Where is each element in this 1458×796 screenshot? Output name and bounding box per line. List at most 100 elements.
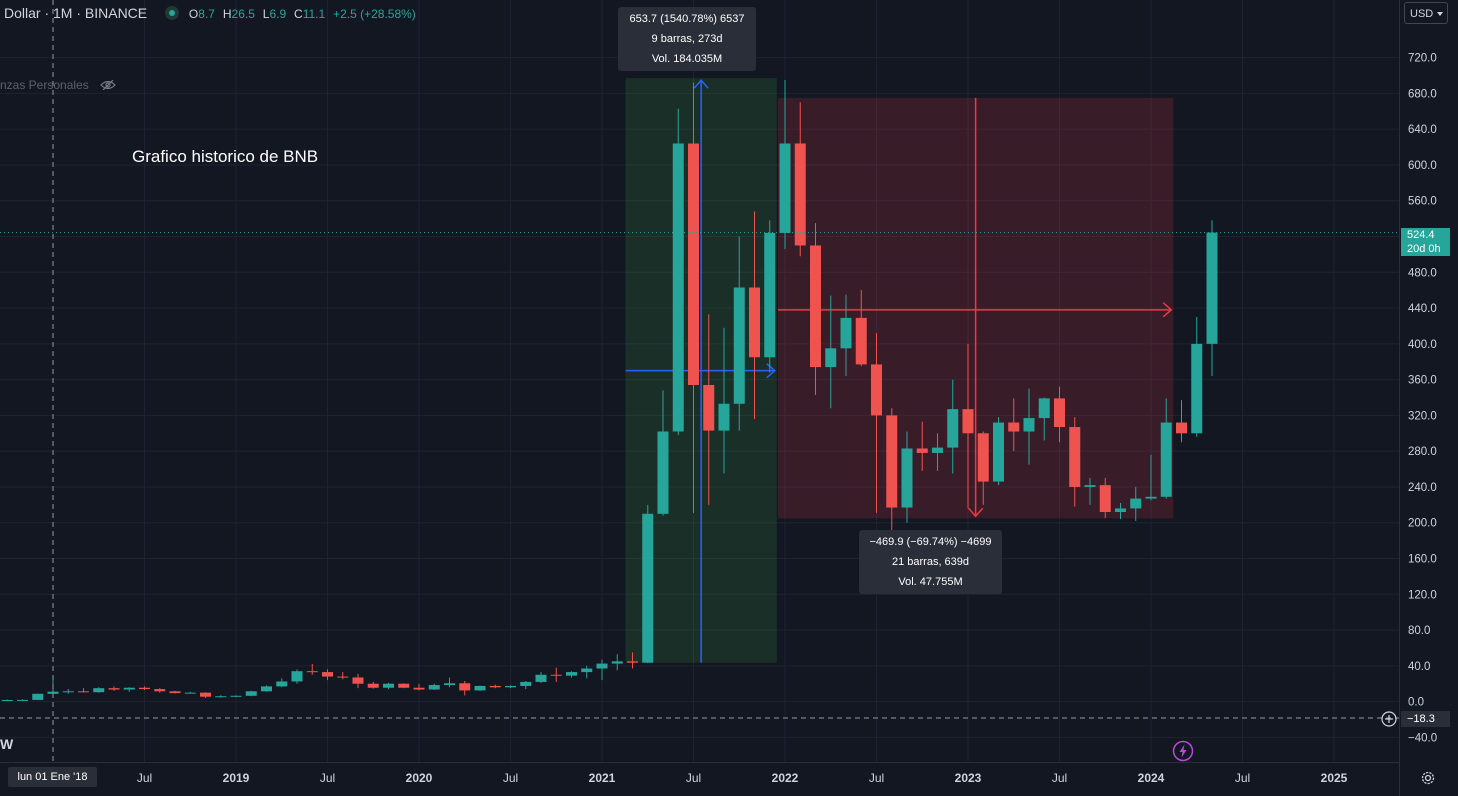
candle-body	[17, 699, 28, 701]
measure-overlays	[625, 78, 1174, 663]
low-label: L	[262, 7, 270, 21]
candle-body	[93, 688, 105, 693]
x-tick-label: 2025	[1321, 771, 1348, 785]
candle-body	[245, 691, 257, 696]
high-label: H	[222, 7, 232, 21]
candle-body	[932, 447, 943, 453]
candle-body	[840, 317, 852, 349]
x-tick-label: 2020	[406, 771, 433, 785]
bar-countdown: 20d 0h	[1407, 243, 1441, 255]
candle-series	[1, 79, 1218, 701]
y-tick-label: 600.0	[1408, 160, 1437, 172]
currency-selector[interactable]: USD	[1404, 2, 1448, 24]
candle-body	[901, 448, 913, 508]
indicator-legend[interactable]: nzas Personales	[0, 78, 116, 92]
candle-body	[993, 422, 1004, 482]
candle-body	[871, 364, 882, 416]
candle-body	[657, 431, 669, 514]
settings-gear-icon[interactable]	[1419, 769, 1437, 787]
measure-down-horizontal-arrow-head	[1162, 302, 1173, 318]
candle-body	[1008, 422, 1020, 432]
last-price-value: 524.4	[1407, 229, 1435, 241]
candle-body	[1038, 398, 1050, 419]
candle-body	[1115, 508, 1126, 512]
zoom-plus-icon[interactable]	[1380, 710, 1398, 728]
candle-body	[1084, 485, 1096, 487]
candle-body	[642, 513, 654, 663]
lightning-icon[interactable]	[1172, 740, 1194, 762]
y-tick-label: 640.0	[1408, 124, 1437, 136]
low-value: 6.9	[269, 7, 287, 21]
candle-body	[123, 687, 135, 690]
candle-body	[718, 403, 730, 431]
candle-body	[779, 143, 791, 233]
x-tick-label: Jul	[320, 771, 335, 785]
y-tick-label: 200.0	[1408, 518, 1437, 530]
symbol-header: Dollar · 1M · BINANCE O8.7 H26.5 L6.9 C1…	[4, 5, 420, 21]
y-tick-label: 440.0	[1408, 303, 1437, 315]
candle-body	[1130, 498, 1142, 509]
candle-body	[383, 683, 394, 688]
candle-body	[1176, 422, 1187, 434]
measure-up-volume: Vol. 184.035M	[651, 53, 723, 65]
x-tick-label: Jul	[137, 771, 152, 785]
candle-body	[733, 287, 745, 404]
y-tick-label: 240.0	[1408, 482, 1437, 494]
eye-hidden-icon[interactable]	[100, 80, 116, 90]
candle-body	[581, 668, 593, 673]
candle-body	[47, 691, 59, 694]
candle-body	[215, 696, 227, 698]
x-tick-label: Jul	[869, 771, 884, 785]
candle-body	[184, 692, 196, 694]
candle-body	[672, 143, 684, 432]
candle-body	[688, 143, 699, 385]
candle-body	[200, 692, 211, 697]
indicator-label: nzas Personales	[0, 78, 89, 92]
candle-body	[139, 687, 150, 690]
candle-body	[337, 676, 349, 678]
measure-down-bars: 21 barras, 639d	[891, 556, 970, 568]
change-value: +2.5 (+28.58%)	[333, 7, 416, 21]
candle-body	[1145, 496, 1157, 499]
y-tick-label: 280.0	[1408, 446, 1437, 458]
candle-body	[108, 688, 120, 690]
candle-body	[947, 409, 959, 448]
measure-up-bars: 9 barras, 273d	[651, 33, 723, 45]
high-value: 26.5	[231, 7, 255, 21]
candle-body	[810, 245, 821, 368]
candle-body	[1054, 398, 1065, 428]
candle-body	[352, 677, 364, 684]
y-tick-label: 360.0	[1408, 375, 1437, 387]
x-tick-label: Jul	[686, 771, 701, 785]
time-axis: Jul 2019 Jul 2020 Jul 2021 Jul 2022 Jul 2023 Jul 20…	[137, 771, 1348, 785]
candle-body	[1023, 418, 1035, 432]
measure-up-arrow-head	[693, 79, 709, 89]
crosshair-price-value: −18.3	[1407, 713, 1435, 725]
last-price-label: 524.4 20d 0h	[1401, 228, 1450, 256]
chart-text-note[interactable]: Grafico historico de BNB	[132, 147, 319, 166]
candle-body	[489, 685, 501, 688]
candle-body	[276, 681, 288, 687]
chart-grid	[0, 0, 1400, 796]
y-tick-label: 400.0	[1408, 339, 1437, 351]
candle-body	[977, 433, 989, 482]
candle-body	[428, 685, 440, 690]
close-value: 11.1	[302, 7, 326, 21]
y-tick-label: 720.0	[1408, 53, 1437, 65]
candle-body	[444, 683, 455, 686]
measure-down-tooltip: −469.9 (−69.74%) −4699 21 barras, 639d V…	[859, 530, 1002, 594]
candle-body	[291, 671, 303, 682]
market-status-icon	[165, 6, 180, 20]
candle-body	[474, 685, 486, 691]
symbol-title[interactable]: Dollar · 1M · BINANCE	[4, 5, 148, 21]
open-label: O	[188, 7, 199, 21]
y-tick-label: 40.0	[1408, 661, 1430, 673]
candle-body	[413, 687, 425, 690]
y-tick-label: 480.0	[1408, 267, 1437, 279]
x-tick-label: 2021	[589, 771, 616, 785]
candle-body	[459, 683, 471, 691]
y-tick-label: −40.0	[1408, 732, 1437, 744]
candle-body	[78, 691, 89, 693]
candle-body	[703, 384, 715, 431]
